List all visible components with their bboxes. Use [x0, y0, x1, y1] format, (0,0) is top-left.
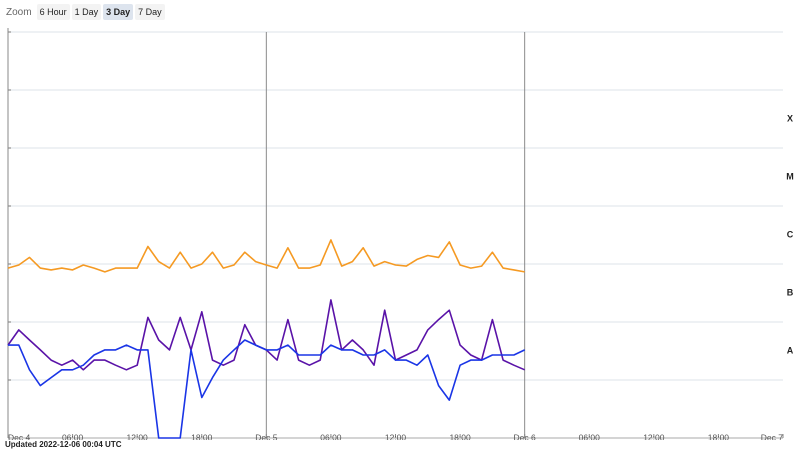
zoom-label: Zoom [6, 6, 32, 18]
band-label: X [787, 113, 793, 123]
x-tick-label: Dec 6 [514, 432, 536, 440]
x-tick-label: 18:00 [191, 432, 213, 440]
x-tick-label: 06:00 [62, 432, 84, 440]
x-tick-label: 06:00 [320, 432, 342, 440]
zoom-button[interactable]: 1 Day [71, 4, 102, 20]
series-line [8, 339, 526, 439]
zoom-button[interactable]: 3 Day [103, 4, 134, 20]
zoom-controls: Zoom 6 Hour 1 Day 3 Day 7 Day [6, 4, 165, 20]
updated-note: Updated 2022-12-06 00:04 UTC [5, 440, 122, 449]
x-tick-label: 18:00 [449, 432, 471, 440]
x-tick-label: 18:00 [708, 432, 730, 440]
series-line [7, 239, 525, 273]
band-label: B [787, 287, 794, 297]
zoom-button[interactable]: 6 Hour [36, 4, 70, 20]
x-tick-label: 12:00 [127, 432, 149, 440]
x-tick-label: Dec 4 [8, 432, 30, 440]
zoom-button[interactable]: 7 Day [135, 4, 165, 20]
band-label: M [786, 171, 794, 181]
chart: X M C B A Dec 4 06:00 12:00 18:00 Dec 5 06:00 12:00… [7, 28, 794, 440]
x-tick-label: 12:00 [643, 432, 665, 440]
x-tick-label: Dec 7 [761, 432, 783, 440]
x-tick-label: Dec 5 [255, 432, 277, 440]
x-tick-label: 06:00 [579, 432, 601, 440]
x-tick-label: 12:00 [385, 432, 407, 440]
band-label: C [787, 229, 794, 239]
band-label: A [787, 345, 794, 355]
